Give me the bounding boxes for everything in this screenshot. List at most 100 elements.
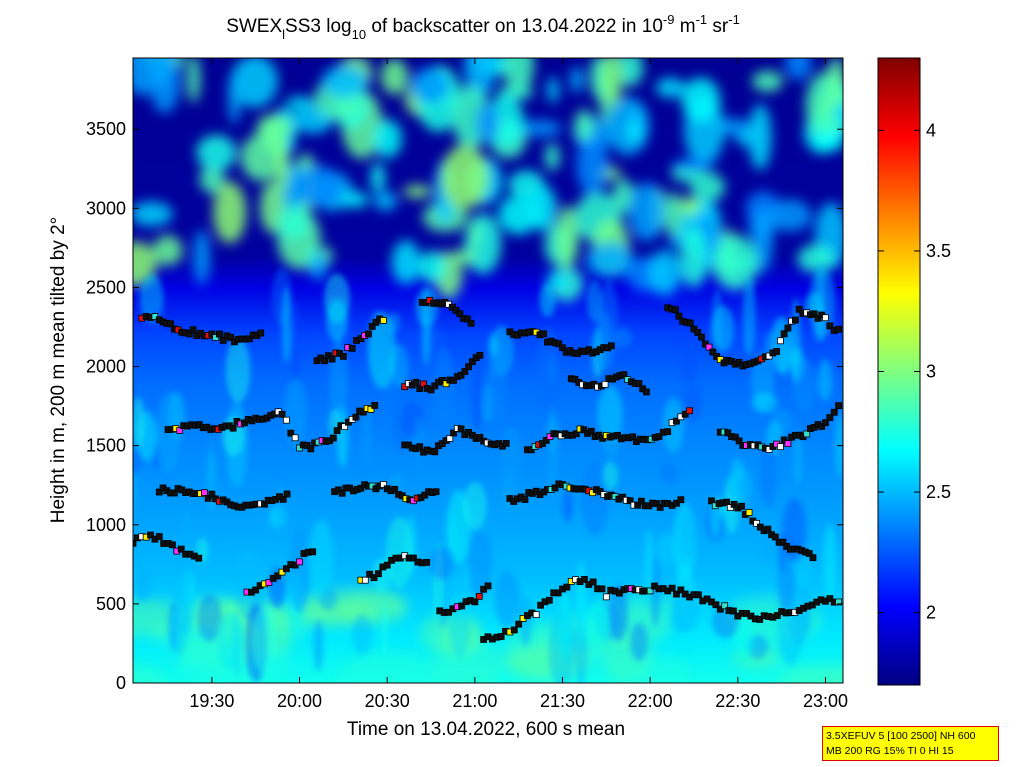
heatmap-cell	[196, 134, 237, 171]
layer-marker	[723, 498, 730, 506]
layer-marker	[694, 591, 702, 599]
layer-marker	[708, 497, 715, 505]
layer-marker	[416, 385, 424, 392]
heatmap-cell	[648, 249, 682, 296]
heatmap-cell	[562, 489, 573, 523]
layer-marker	[712, 601, 720, 609]
heatmap-cell	[736, 615, 754, 664]
layer-marker	[653, 500, 660, 507]
heatmap-cell	[780, 340, 789, 378]
heatmap-cell	[454, 248, 477, 265]
layer-marker	[257, 329, 265, 337]
layer-series	[567, 371, 650, 396]
layer-marker	[724, 429, 732, 437]
heatmap-cell	[391, 240, 421, 285]
heatmap-cell	[660, 462, 678, 485]
heatmap-cell	[199, 165, 225, 194]
layer-marker	[456, 310, 464, 318]
heatmap-cell	[228, 70, 241, 125]
x-tick-label: 23:00	[803, 691, 848, 711]
layer-marker	[738, 502, 745, 510]
layer-marker	[291, 434, 299, 442]
layer-marker	[735, 358, 743, 366]
layer-series	[708, 497, 817, 562]
layer-marker	[818, 423, 826, 430]
layer-marker	[212, 334, 220, 341]
layer-series	[164, 402, 379, 453]
layer-markers	[133, 296, 843, 643]
layer-marker	[677, 586, 685, 594]
layer-marker	[278, 568, 286, 576]
y-tick-label: 2500	[86, 277, 126, 297]
layer-marker	[634, 501, 642, 509]
x-tick-label: 20:00	[277, 691, 322, 711]
heatmap-cell	[476, 103, 500, 144]
layer-series	[155, 484, 291, 511]
heatmap-cell	[281, 287, 291, 363]
layer-marker	[705, 343, 713, 351]
layer-marker	[204, 494, 212, 502]
layer-marker	[476, 351, 484, 359]
heatmap-cell	[545, 355, 559, 383]
y-axis: 0 500 1000 1500 2000 2500 3000 3500	[86, 119, 843, 693]
layer-marker	[614, 431, 622, 439]
layer-marker	[167, 320, 174, 328]
layer-marker	[635, 380, 643, 388]
layer-marker	[643, 388, 650, 396]
layer-marker	[620, 371, 628, 379]
x-tick-label: 20:30	[365, 691, 410, 711]
layer-series	[243, 548, 317, 596]
heatmap-cell	[767, 199, 812, 232]
layer-marker	[554, 589, 562, 597]
heatmap-cell	[680, 226, 708, 288]
heatmap-cell	[742, 277, 756, 356]
heatmap-cell	[441, 145, 489, 209]
layer-marker	[185, 330, 193, 338]
layer-marker	[367, 405, 375, 413]
heatmap-cell	[187, 58, 201, 103]
heatmap-cell	[711, 305, 735, 352]
x-axis: 19:30 20:00 20:30 21:00 21:30 22:00 22:30 23:00	[189, 58, 848, 711]
layer-marker	[559, 344, 566, 352]
layer-marker	[581, 575, 588, 583]
colorbar-tick-label: 4	[926, 120, 936, 140]
heatmap-cell	[832, 101, 843, 123]
heatmap-cell	[735, 129, 754, 147]
heatmap-cell	[730, 467, 752, 505]
x-tick-label: 22:00	[628, 691, 673, 711]
y-tick-label: 3500	[86, 119, 126, 139]
heatmap-cell	[310, 252, 327, 281]
layer-series	[524, 407, 694, 454]
layer-marker	[334, 486, 342, 494]
layer-marker	[458, 602, 466, 610]
layer-marker	[773, 348, 781, 355]
layer-marker	[779, 538, 787, 546]
layer-marker	[805, 550, 813, 557]
layer-marker	[753, 519, 760, 527]
heatmap-cell	[792, 358, 816, 413]
heatmap-cell	[225, 337, 251, 403]
layer-marker	[532, 611, 540, 618]
layer-marker	[147, 531, 154, 539]
layer-marker	[502, 439, 510, 447]
layer-marker	[421, 491, 429, 499]
heatmap-cell	[607, 97, 649, 156]
layer-marker	[686, 407, 694, 415]
heatmap-cell	[133, 58, 160, 96]
layer-marker	[457, 371, 465, 379]
layer-marker	[826, 414, 834, 421]
layer-marker	[370, 574, 378, 582]
layer-marker	[189, 326, 197, 334]
heatmap-cell	[309, 519, 334, 597]
layer-marker	[607, 342, 615, 350]
layer-marker	[371, 402, 379, 409]
colorbar-tick-label: 2	[926, 603, 936, 623]
heatmap-cell	[385, 516, 414, 589]
heatmap-cell	[414, 417, 425, 467]
chart-title: SWEXlSS3 log10 of backscatter on 13.04.2…	[226, 12, 740, 42]
layer-marker	[551, 484, 559, 492]
layer-marker	[219, 336, 227, 344]
layer-marker	[626, 497, 634, 505]
settings-note: 3.5XEFUV 5 [100 2500] NH 600 MB 200 RG 1…	[822, 726, 999, 761]
